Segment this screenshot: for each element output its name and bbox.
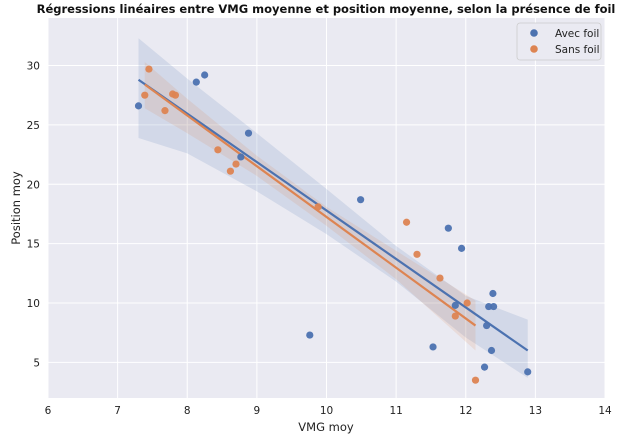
point-sans-foil — [463, 299, 471, 307]
y-tick-label: 30 — [27, 61, 40, 73]
legend-marker-sans-foil — [530, 45, 538, 53]
point-sans-foil — [171, 91, 180, 99]
y-tick-labels: 5 10 15 20 25 30 — [27, 61, 40, 370]
x-tick-label: 12 — [459, 405, 472, 417]
point-avec-foil — [490, 302, 498, 311]
point-sans-foil — [436, 274, 444, 282]
x-tick-label: 11 — [389, 405, 402, 417]
x-tick-label: 9 — [254, 405, 261, 417]
point-avec-foil — [524, 368, 532, 376]
y-tick-label: 20 — [27, 179, 40, 191]
x-tick-label: 13 — [529, 405, 542, 417]
point-sans-foil — [226, 167, 235, 175]
point-avec-foil — [483, 321, 491, 330]
point-sans-foil — [402, 218, 411, 226]
point-sans-foil — [141, 91, 149, 99]
y-tick-label: 10 — [27, 298, 40, 310]
legend-label-avec-foil: Avec foil — [555, 28, 599, 40]
point-avec-foil — [134, 102, 143, 110]
point-avec-foil — [244, 129, 253, 137]
point-sans-foil — [471, 376, 480, 384]
data-points — [134, 65, 532, 384]
point-sans-foil — [451, 312, 459, 320]
x-axis-label: VMG moy — [298, 420, 354, 434]
x-tick-label: 14 — [598, 405, 612, 417]
y-tick-label: 15 — [27, 239, 40, 251]
y-axis-label: Position moy — [9, 171, 23, 245]
legend: Avec foil Sans foil — [516, 22, 602, 61]
point-avec-foil — [457, 244, 466, 252]
point-sans-foil — [161, 107, 169, 115]
regression-line-sans-foil — [144, 83, 477, 327]
y-tick-label: 25 — [27, 120, 40, 132]
point-avec-foil — [451, 301, 459, 309]
point-avec-foil — [237, 153, 245, 161]
legend-label-sans-foil: Sans foil — [555, 44, 600, 56]
regression-lines — [137, 78, 529, 352]
point-avec-foil — [444, 224, 452, 232]
point-sans-foil — [413, 250, 421, 258]
chart-title: Régressions linéaires entre VMG moyenne … — [37, 2, 616, 16]
regression-line-avec-foil — [137, 78, 529, 352]
point-sans-foil — [145, 65, 153, 73]
point-avec-foil — [487, 346, 496, 355]
point-avec-foil — [357, 196, 365, 204]
point-avec-foil — [480, 363, 489, 371]
point-avec-foil — [192, 78, 200, 86]
point-avec-foil — [429, 343, 437, 351]
point-sans-foil — [214, 146, 222, 154]
point-sans-foil — [314, 203, 322, 211]
legend-marker-avec-foil — [530, 29, 538, 37]
point-avec-foil — [201, 71, 209, 79]
x-tick-label: 8 — [184, 405, 191, 417]
gridlines — [47, 18, 606, 398]
x-tick-label: 10 — [320, 405, 333, 417]
legend-box — [516, 22, 602, 61]
x-tick-label: 7 — [114, 405, 121, 417]
x-tick-label: 6 — [45, 405, 52, 417]
x-tick-labels: 6 7 8 9 10 11 12 13 14 — [45, 405, 612, 417]
point-avec-foil — [306, 331, 314, 339]
y-tick-label: 5 — [33, 357, 40, 369]
point-avec-foil — [489, 289, 497, 298]
point-sans-foil — [232, 160, 240, 168]
